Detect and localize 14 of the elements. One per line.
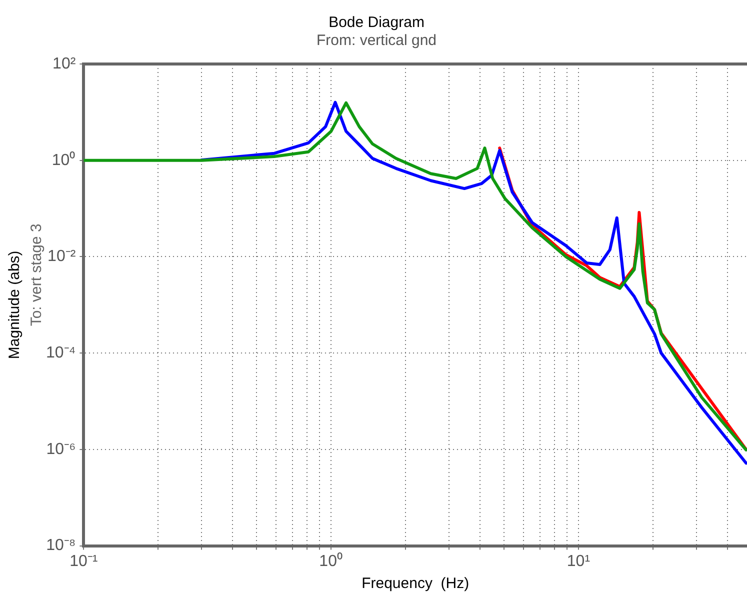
x-tick-label: 10⁰ [319, 552, 343, 570]
x-tick-label: 10⁻¹ [70, 552, 98, 570]
y-tick-label: 10⁻⁸ [46, 537, 76, 554]
y-tick-label: 10² [52, 55, 76, 72]
x-tick-label: 10¹ [566, 552, 590, 570]
chart-subtitle: From: vertical gnd [316, 32, 437, 50]
text: To: vert stage 3 [28, 224, 46, 326]
y-tick-label: 10⁰ [52, 150, 76, 169]
chart-title: Bode Diagram [328, 14, 424, 32]
x-axis-title: Frequency (Hz) [362, 575, 470, 592]
y-axis-title: Magnitude (abs) [6, 250, 24, 360]
y-tick-label: 10⁻⁴ [46, 344, 76, 362]
y-tick-label: 10⁻² [48, 248, 76, 266]
y-tick-label: 10⁻⁶ [46, 440, 76, 458]
